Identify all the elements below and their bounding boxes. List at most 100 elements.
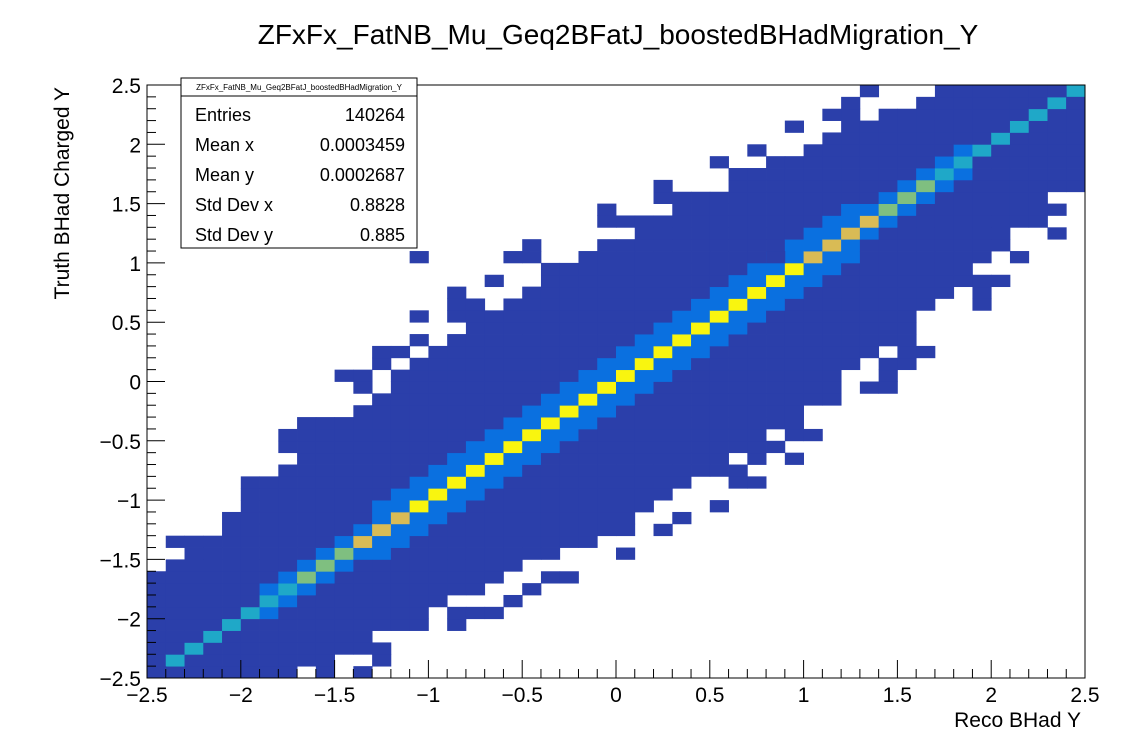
heatmap-cell (447, 417, 467, 430)
heatmap-cell (465, 417, 486, 430)
heatmap-cell (465, 428, 486, 442)
heatmap-cell (766, 334, 786, 347)
heatmap-cell (991, 85, 1011, 98)
heatmap-cell (578, 500, 598, 513)
heatmap-cell (465, 500, 486, 513)
heatmap-cell (597, 500, 617, 513)
heatmap-cell (634, 298, 654, 311)
heatmap-cell (409, 547, 429, 560)
heatmap-cell (240, 511, 260, 525)
heatmap-cell (503, 393, 523, 406)
heatmap-cell (278, 547, 298, 560)
heatmap-cell (597, 417, 617, 430)
heatmap-cell (465, 452, 486, 465)
heatmap-cell (240, 642, 260, 655)
heatmap-cell (897, 262, 917, 276)
heatmap-cell (465, 523, 486, 537)
heatmap-cell (165, 630, 185, 643)
heatmap-cell (634, 393, 654, 406)
heatmap-cell (691, 345, 711, 359)
heatmap-cell (916, 345, 936, 359)
heatmap-cell (766, 369, 786, 382)
heatmap-cell (616, 417, 636, 430)
heatmap-cell (859, 274, 880, 288)
heatmap-cell (353, 405, 373, 418)
heatmap-cell (953, 179, 973, 193)
heatmap-cell (165, 535, 185, 548)
heatmap-cell (672, 227, 692, 240)
heatmap-cell (578, 511, 598, 525)
heatmap-cell (409, 417, 429, 430)
heatmap-cell (653, 227, 673, 240)
heatmap-cell (315, 440, 335, 454)
heatmap-cell (1066, 168, 1086, 181)
heatmap-cell (372, 488, 392, 501)
heatmap-cell (428, 511, 448, 525)
heatmap-cell (465, 571, 486, 584)
heatmap-cell (766, 417, 786, 430)
heatmap-cell (728, 298, 748, 311)
heatmap-cell (503, 369, 523, 382)
heatmap-cell (616, 511, 636, 525)
heatmap-cell (597, 381, 617, 394)
heatmap-cell (147, 642, 167, 655)
heatmap-cell (428, 583, 448, 596)
heatmap-cell (334, 606, 354, 620)
heatmap-cell (972, 203, 992, 216)
heatmap-cell (991, 191, 1011, 204)
heatmap-cell (709, 203, 729, 216)
heatmap-cell (222, 606, 242, 620)
heatmap-cell (522, 405, 542, 418)
heatmap-cell (315, 571, 335, 584)
heatmap-cell (503, 464, 523, 477)
heatmap-cell (597, 215, 617, 228)
heatmap-cell (578, 334, 598, 347)
heatmap-cell (390, 511, 411, 525)
heatmap-cell (559, 417, 579, 430)
heatmap-cell (315, 488, 335, 501)
heatmap-cell (522, 322, 542, 335)
heatmap-cell (372, 559, 392, 572)
heatmap-cell (672, 262, 692, 276)
heatmap-cell (597, 251, 617, 264)
heatmap-cell (878, 286, 898, 299)
heatmap-cell (859, 85, 880, 98)
stats-row-label: Std Dev x (195, 195, 273, 215)
heatmap-cell (991, 120, 1011, 133)
heatmap-cell (859, 156, 880, 169)
heatmap-cell (447, 523, 467, 537)
heatmap-cell (897, 322, 917, 335)
heatmap-cell (672, 274, 692, 288)
heatmap-cell (390, 594, 411, 608)
heatmap-cell (447, 488, 467, 501)
heatmap-cell (916, 156, 936, 169)
heatmap-cell (616, 274, 636, 288)
heatmap-cell (372, 500, 392, 513)
heatmap-cell (503, 523, 523, 537)
heatmap-cell (240, 583, 260, 596)
heatmap-cell (597, 511, 617, 525)
heatmap-cell (597, 523, 617, 537)
heatmap-cell (428, 523, 448, 537)
heatmap-cell (784, 310, 804, 323)
heatmap-cell (991, 274, 1011, 288)
heatmap-cell (297, 500, 317, 513)
heatmap-cell (747, 476, 767, 489)
heatmap-cell (409, 357, 429, 371)
heatmap-cell (653, 322, 673, 335)
heatmap-cell (578, 535, 598, 548)
heatmap-cell (465, 583, 486, 596)
heatmap-cell (372, 428, 392, 442)
heatmap-cell (315, 428, 335, 442)
heatmap-cell (1009, 144, 1030, 157)
heatmap-cell (522, 428, 542, 442)
heatmap-cell (484, 523, 504, 537)
heatmap-cell (540, 547, 561, 560)
heatmap-cell (559, 357, 579, 371)
heatmap-cell (353, 381, 373, 394)
heatmap-cell (728, 345, 748, 359)
heatmap-cell (803, 322, 823, 335)
heatmap-cell (559, 381, 579, 394)
heatmap-cell (390, 464, 411, 477)
